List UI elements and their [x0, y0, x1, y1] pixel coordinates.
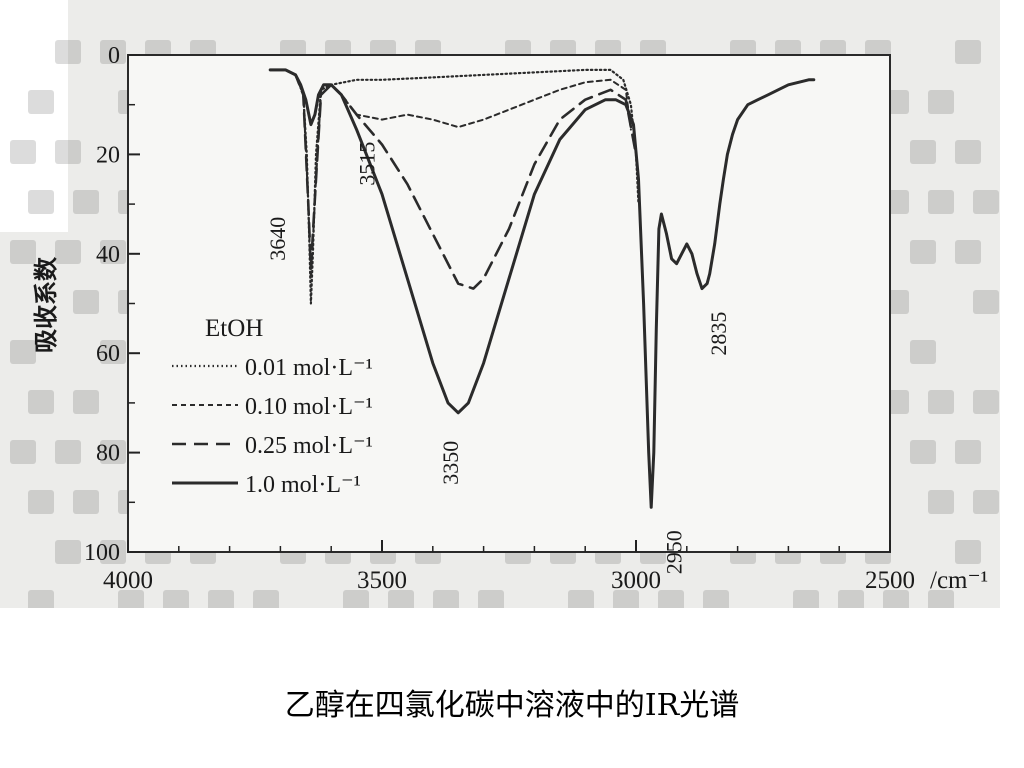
x-tick-label: 4000 — [103, 567, 153, 594]
series-group — [268, 68, 816, 509]
figure-caption: 乙醇在四氯化碳中溶液中的IR光谱 — [284, 688, 740, 723]
peak-label: 2835 — [706, 312, 731, 356]
legend: EtOH 0.01 mol·L⁻¹ 0.10 mol·L⁻¹ 0.25 mol·L⁻… — [172, 315, 373, 498]
peak-label: 3515 — [354, 142, 379, 186]
series-line-3 — [268, 68, 638, 290]
x-tick-label: 3000 — [611, 567, 661, 594]
y-tick-label: 40 — [96, 242, 120, 268]
paper-corner — [0, 0, 68, 232]
x-axis-label: /cm⁻¹ — [930, 567, 988, 594]
y-tick-label: 100 — [84, 540, 120, 566]
legend-label-3: 0.25 mol·L⁻¹ — [245, 433, 373, 459]
y-tick-label: 20 — [96, 142, 120, 168]
y-tick-label: 0 — [108, 43, 120, 69]
legend-label-4: 1.0 mol·L⁻¹ — [245, 472, 361, 498]
legend-title: EtOH — [205, 315, 263, 342]
y-axis-label: 吸收系数 — [33, 256, 60, 353]
annotation-group: 3640 3515 3350 2950 2835 — [265, 142, 731, 575]
y-tick-label: 80 — [96, 441, 120, 467]
x-tick-label: 3500 — [357, 567, 407, 594]
series-line-4 — [268, 68, 816, 509]
peak-label: 2950 — [661, 530, 686, 574]
peak-label: 3350 — [438, 441, 463, 485]
legend-label-1: 0.01 mol·L⁻¹ — [245, 355, 373, 381]
x-tick-label: 2500 — [865, 567, 915, 594]
peak-label: 3640 — [265, 217, 290, 261]
plot-area — [128, 55, 890, 552]
y-tick-label: 60 — [96, 341, 120, 367]
legend-label-2: 0.10 mol·L⁻¹ — [245, 394, 373, 420]
